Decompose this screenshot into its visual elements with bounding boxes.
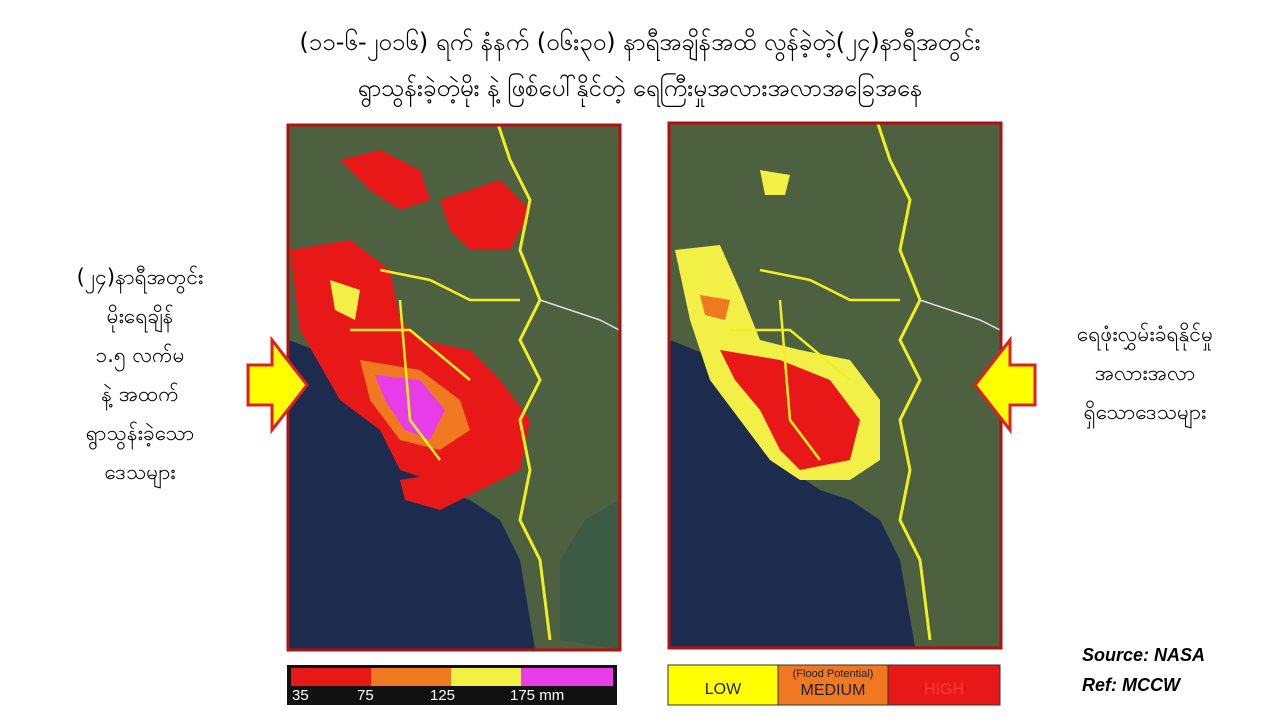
left-note: (၂၄)နာရီအတွင်း မိုးရေချိန် ၁.၅ လက်မ နဲ့ … bbox=[40, 258, 240, 492]
rainfall-legend: 35 75 125 175 mm bbox=[287, 665, 617, 705]
note-line: ဒေသများ bbox=[104, 460, 176, 484]
note-line: မိုးရေချိန် bbox=[106, 304, 174, 328]
title-line: (၁၁-၆-၂၀၁၆) ရက် နံနက် (၀၆း၃၀) နာရီအချိန်… bbox=[299, 28, 981, 56]
flood-legend: LOW (Flood Potential) MEDIUM HIGH bbox=[667, 664, 1001, 706]
map-frame bbox=[286, 123, 622, 652]
reference: Ref: MCCW bbox=[1082, 675, 1180, 695]
note-line: ရွာသွန်းခဲ့သော bbox=[85, 421, 195, 445]
source: Source: NASA bbox=[1082, 645, 1206, 665]
note-line: ရေဖုံးလွှမ်းခံရနိုင်မှု bbox=[1076, 322, 1214, 346]
right-note: ရေဖုံးလွှမ်းခံရနိုင်မှု အလားအလာ ရှိသောဒေ… bbox=[1030, 315, 1260, 432]
rainfall-map bbox=[289, 126, 619, 649]
legend-label: MEDIUM bbox=[801, 682, 866, 699]
note-line: နဲ့ အထက် bbox=[101, 382, 179, 406]
note-line: ရှိသောဒေသများ bbox=[1083, 400, 1207, 424]
legend-label: 125 bbox=[430, 687, 455, 704]
note-line: ၁.၅ လက်မ bbox=[95, 343, 185, 367]
note-line: အလားအလာ bbox=[1094, 361, 1196, 385]
legend-caption: (Flood Potential) bbox=[793, 668, 874, 680]
arrow bbox=[246, 335, 309, 435]
map-frame bbox=[667, 121, 1003, 650]
note-line: (၂၄)နာရီအတွင်း bbox=[76, 265, 204, 289]
title-line: ရွာသွန်းခဲ့တဲ့မိုး နဲ့ ဖြစ်ပေါ်နိုင်တဲ့ … bbox=[357, 74, 923, 102]
legend-label: 75 bbox=[357, 687, 374, 704]
flood-map bbox=[670, 124, 1000, 647]
legend-label: 175 mm bbox=[510, 687, 564, 704]
legend-label: LOW bbox=[705, 681, 742, 698]
legend-label: 35 bbox=[292, 687, 309, 704]
arrow bbox=[973, 335, 1037, 435]
legend-label: HIGH bbox=[924, 681, 964, 698]
